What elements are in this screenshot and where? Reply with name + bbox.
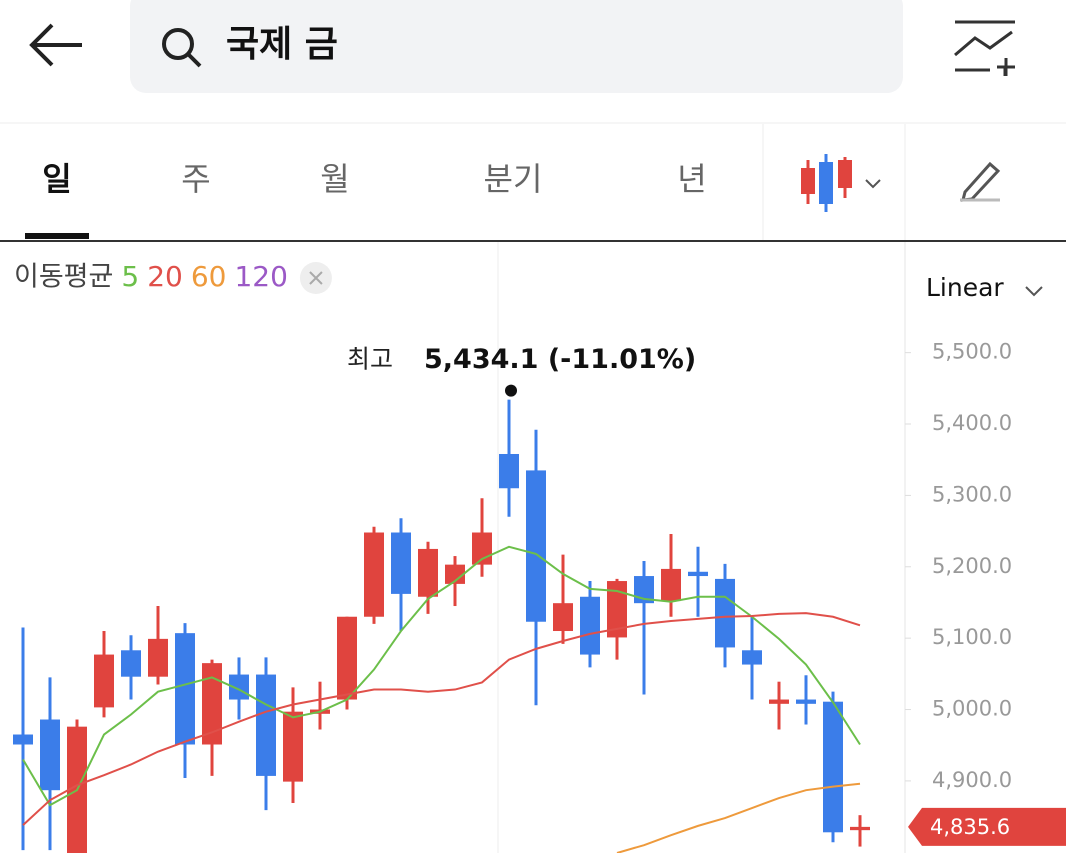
candle-body [526,470,546,622]
candle-body [607,581,627,638]
search-icon [162,28,194,60]
tab[interactable]: 월 [320,160,349,198]
candle-body [553,603,573,632]
candle-body [13,734,33,745]
moving-average-line [616,782,861,853]
y-tick-label: 5,300.0 [932,482,1012,506]
candle-body [580,596,600,655]
candle-body [364,532,384,617]
compare-icon[interactable] [954,20,1015,76]
legend-entry: 5 [121,260,139,293]
candle-body [148,638,168,677]
y-tick-label: 4,900.0 [932,768,1012,792]
draw-icon[interactable] [960,161,1001,202]
y-tick-label: 5,500.0 [932,340,1012,364]
candle-body [742,650,762,665]
search-icon-handle [186,52,202,68]
candle-body [283,711,303,782]
candle-body [445,564,465,584]
legend-entry: 60 [191,260,227,293]
annotation-value: 5,434.1 (-11.01%) [424,344,696,375]
candle-body [850,826,870,831]
candle-body [634,576,654,604]
candle-body [94,654,114,708]
tab[interactable]: 주 [181,160,210,198]
candle-body [121,650,141,677]
tab[interactable]: 일 [42,160,71,198]
candle-body [661,568,681,602]
search-box[interactable] [130,0,903,93]
tab-indicator [25,233,89,239]
moving-average-line [22,545,861,807]
candle-body [715,578,735,648]
legend-title: 이동평균 [14,262,113,293]
candle-body [769,699,789,704]
y-tick-label: 5,200.0 [932,554,1012,578]
scale-label[interactable]: Linear [926,273,1004,302]
high-marker [505,384,517,397]
candle-body [796,699,816,704]
candle-body [688,571,708,577]
candle-body [499,453,519,489]
tab[interactable]: 년 [677,160,706,198]
candle-body [175,633,195,745]
y-tick-label: 5,000.0 [932,697,1012,721]
candle-body [391,532,411,594]
annotation-label: 최고 [347,345,393,374]
candle-body [40,719,60,791]
legend-close-x [309,271,323,285]
last-price-tag [908,807,1066,846]
candle-body [418,548,438,597]
legend-entry: 120 [234,260,287,293]
y-tick-label: 5,100.0 [932,625,1012,649]
moving-average-line [22,612,861,826]
legend-entry: 20 [147,260,183,293]
search-text: 국제 금 [226,24,338,65]
candle-body [256,674,276,776]
candle-body [337,616,357,700]
candle-body [823,701,843,833]
back-button[interactable] [29,23,82,67]
tab[interactable]: 분기 [484,160,543,198]
chart-type-icon[interactable] [801,154,881,212]
candle-body [202,663,222,745]
y-tick-label: 5,400.0 [932,411,1012,435]
dropdown-arrow [1025,286,1043,297]
last-price-label: 4,835.6 [930,815,1010,839]
